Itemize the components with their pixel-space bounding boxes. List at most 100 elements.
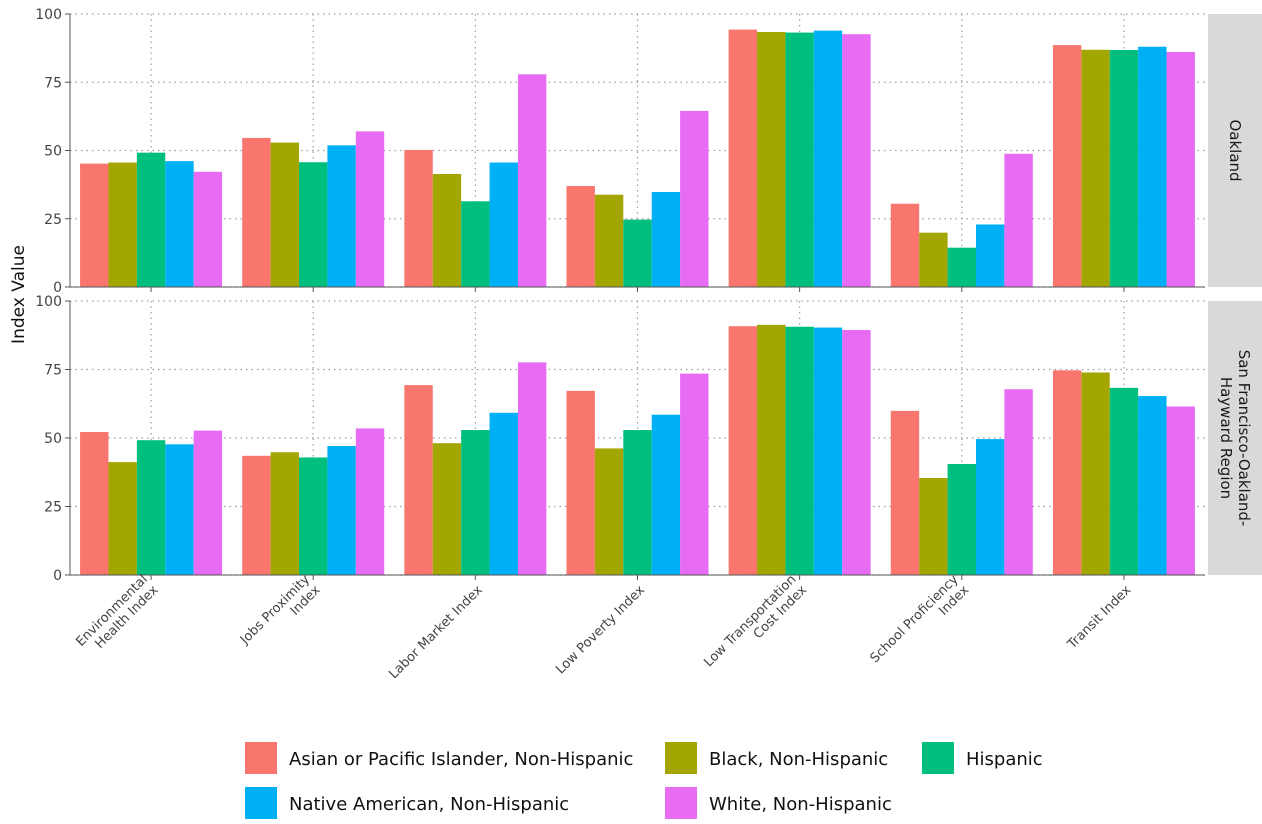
x-tick-label: Low Poverty Index — [553, 583, 648, 678]
legend-swatch — [665, 787, 697, 819]
bar — [461, 201, 490, 287]
x-tick-label: School ProficiencyIndex — [868, 572, 973, 677]
bar — [461, 430, 490, 575]
x-tick-label: Jobs ProximityIndex — [237, 572, 324, 659]
bar — [136, 440, 166, 575]
y-tick-label: 100 — [35, 294, 62, 310]
bar — [919, 232, 948, 287]
bar — [355, 428, 385, 575]
y-tick-label: 0 — [53, 280, 62, 296]
facet-strip-label: San Francisco-Oakland-Hayward Region — [1217, 350, 1253, 527]
bar — [270, 142, 300, 287]
x-tick-label-line: Labor Market Index — [386, 583, 486, 683]
bar — [566, 390, 595, 575]
x-tick-label-line: Transit Index — [1064, 583, 1134, 653]
bar — [975, 439, 1005, 575]
legend-label: Asian or Pacific Islander, Non-Hispanic — [289, 749, 633, 770]
bar — [594, 448, 624, 575]
legend-swatch — [665, 742, 697, 774]
bar — [327, 145, 356, 287]
bar — [785, 32, 814, 288]
y-tick-label: 100 — [35, 7, 62, 23]
bar — [728, 326, 758, 575]
bar — [566, 185, 595, 287]
facet-strip-label: Oakland — [1226, 119, 1244, 181]
y-tick-label: 25 — [44, 212, 62, 228]
facet-strip-label-line: San Francisco-Oakland- — [1235, 350, 1253, 527]
bar — [651, 414, 681, 575]
bar — [517, 74, 547, 287]
bar — [80, 163, 109, 287]
y-tick-label: 50 — [44, 144, 62, 160]
bar — [1052, 45, 1082, 287]
bar — [517, 362, 547, 575]
bar — [108, 162, 137, 287]
y-tick-label: 25 — [44, 500, 62, 516]
bar — [1138, 396, 1167, 575]
legend-label: Hispanic — [966, 749, 1043, 770]
bar — [680, 110, 709, 287]
bar — [757, 324, 786, 575]
bar — [757, 32, 786, 287]
bar — [193, 171, 223, 287]
bar — [270, 452, 300, 575]
bar — [404, 149, 433, 287]
legend-label: Native American, Non-Hispanic — [289, 794, 569, 815]
bar — [1166, 51, 1195, 288]
bar — [623, 219, 652, 287]
y-tick-label: 50 — [44, 431, 62, 447]
bar — [136, 152, 166, 287]
bar — [594, 194, 624, 287]
bar — [1052, 370, 1082, 575]
x-tick-label: EnvironmentalHealth Index — [73, 572, 161, 660]
legend-swatch — [922, 742, 954, 774]
y-tick-label: 75 — [44, 363, 62, 379]
bar — [299, 162, 328, 287]
bar — [728, 29, 758, 287]
bar — [1081, 49, 1110, 287]
facet-strip — [1208, 301, 1262, 575]
bar — [785, 326, 814, 575]
bar — [947, 247, 976, 287]
bar — [842, 34, 871, 288]
bar — [651, 191, 681, 287]
bar — [1081, 372, 1110, 575]
bar — [1166, 406, 1195, 575]
y-tick-label: 0 — [53, 568, 62, 584]
bar — [355, 131, 385, 287]
bar — [80, 431, 109, 575]
legend-swatch — [245, 742, 277, 774]
bar — [489, 162, 518, 287]
x-tick-label-line: Low Poverty Index — [553, 583, 648, 678]
bar — [623, 430, 652, 575]
legend-swatch — [245, 787, 277, 819]
bar — [327, 445, 356, 575]
bar — [1109, 50, 1139, 288]
bar — [1004, 389, 1033, 575]
x-tick-label-line: Low Transportation — [701, 572, 799, 670]
x-tick-label: Low TransportationCost Index — [701, 572, 810, 681]
bar — [489, 412, 518, 575]
bar — [1138, 46, 1167, 288]
bar — [1109, 387, 1139, 575]
bar — [432, 443, 462, 575]
bar — [299, 457, 328, 575]
bar — [813, 327, 843, 575]
bar — [242, 137, 271, 287]
bar — [842, 330, 871, 575]
bar — [108, 462, 137, 575]
x-tick-label: Transit Index — [1064, 583, 1134, 653]
bar — [975, 224, 1005, 287]
x-tick-label: Labor Market Index — [386, 583, 486, 683]
x-tick-label-line: School Proficiency — [868, 572, 962, 666]
bar — [919, 478, 948, 575]
bar — [890, 203, 920, 287]
bar — [193, 430, 223, 575]
bar — [947, 464, 976, 575]
facet-strip — [1208, 14, 1262, 287]
bar — [680, 373, 709, 575]
bar — [165, 161, 194, 287]
legend-label: White, Non-Hispanic — [709, 794, 892, 815]
